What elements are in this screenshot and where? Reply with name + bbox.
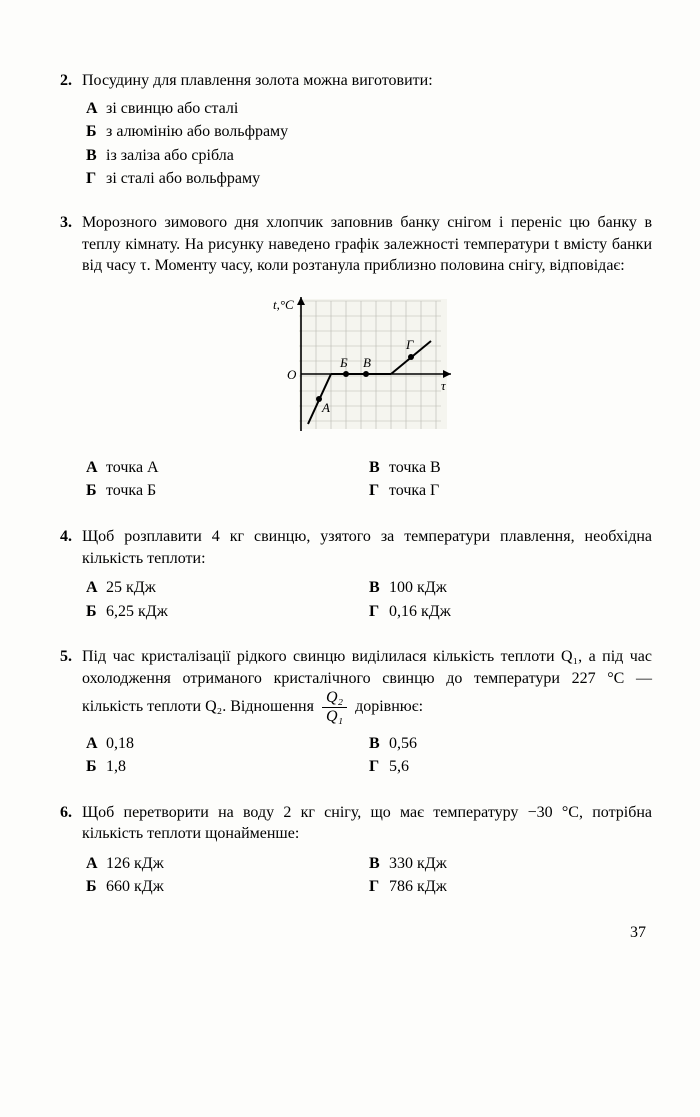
- option-letter: Г: [369, 876, 389, 898]
- option-letter: Г: [369, 480, 389, 502]
- fraction: Q₂Q₁: [322, 690, 347, 725]
- page-number: 37: [60, 922, 652, 944]
- svg-text:Г: Г: [405, 337, 414, 352]
- svg-text:O: O: [287, 367, 297, 382]
- option-letter: В: [86, 145, 106, 167]
- option-letter: Б: [86, 121, 106, 143]
- option-letter: А: [86, 733, 106, 755]
- option-letter: Б: [86, 601, 106, 623]
- option-letter: Г: [86, 168, 106, 190]
- option-text: 660 кДж: [106, 876, 164, 898]
- option-a: А126 кДж: [86, 853, 369, 875]
- option-text: 330 кДж: [389, 853, 447, 875]
- option-b: Б660 кДж: [86, 876, 369, 898]
- option-letter: А: [86, 98, 106, 120]
- option-a: А25 кДж: [86, 577, 369, 599]
- svg-text:А: А: [321, 400, 330, 415]
- question-text: Щоб перетворити на воду 2 кг снігу, що м…: [82, 802, 652, 845]
- option-text: 100 кДж: [389, 577, 447, 599]
- options: А0,18 Б1,8 В0,56 Г5,6: [86, 731, 652, 780]
- option-text: 25 кДж: [106, 577, 156, 599]
- option-b: Бз алюмінію або вольфраму: [86, 121, 652, 143]
- options: Азі свинцю або сталі Бз алюмінію або вол…: [86, 98, 652, 190]
- option-text: із заліза або срібла: [106, 145, 234, 167]
- options: А25 кДж Б6,25 кДж В100 кДж Г0,16 кДж: [86, 575, 652, 624]
- question-text: Посудину для плавлення золота можна виго…: [82, 70, 652, 92]
- option-letter: Б: [86, 876, 106, 898]
- option-letter: А: [86, 853, 106, 875]
- question-stem: 2. Посудину для плавлення золота можна в…: [60, 70, 652, 92]
- question-stem: 3. Морозного зимового дня хлопчик заповн…: [60, 212, 652, 277]
- option-g: Г0,16 кДж: [369, 601, 652, 623]
- option-text: точка А: [106, 457, 159, 479]
- options: А126 кДж Б660 кДж В330 кДж Г786 кДж: [86, 851, 652, 900]
- option-text: 0,18: [106, 733, 134, 755]
- svg-text:В: В: [363, 355, 371, 370]
- question-number: 4.: [60, 526, 82, 569]
- question-text: Під час кристалізації рідкого свинцю вид…: [82, 646, 652, 724]
- question-3: 3. Морозного зимового дня хлопчик заповн…: [60, 212, 652, 504]
- option-letter: А: [86, 577, 106, 599]
- option-text: 6,25 кДж: [106, 601, 168, 623]
- question-stem: 4. Щоб розплавити 4 кг свинцю, узятого з…: [60, 526, 652, 569]
- option-v: В100 кДж: [369, 577, 652, 599]
- option-text: 126 кДж: [106, 853, 164, 875]
- option-text: 0,16 кДж: [389, 601, 451, 623]
- option-g: Гзі сталі або вольфраму: [86, 168, 652, 190]
- option-a: Азі свинцю або сталі: [86, 98, 652, 120]
- question-text: Морозного зимового дня хлопчик заповнив …: [82, 212, 652, 277]
- option-v: Віз заліза або срібла: [86, 145, 652, 167]
- option-a: А0,18: [86, 733, 369, 755]
- question-number: 6.: [60, 802, 82, 845]
- chart-figure: АБВГt,°CτO: [60, 289, 652, 439]
- option-text: 0,56: [389, 733, 417, 755]
- option-text: точка В: [389, 457, 441, 479]
- option-b: Б1,8: [86, 756, 369, 778]
- option-letter: Б: [86, 480, 106, 502]
- question-stem: 6. Щоб перетворити на воду 2 кг снігу, щ…: [60, 802, 652, 845]
- option-letter: Г: [369, 601, 389, 623]
- option-v: В0,56: [369, 733, 652, 755]
- options: Аточка А Бточка Б Вточка В Гточка Г: [86, 455, 652, 504]
- option-text: 786 кДж: [389, 876, 447, 898]
- option-letter: В: [369, 457, 389, 479]
- option-letter: Б: [86, 756, 106, 778]
- option-text: 1,8: [106, 756, 126, 778]
- option-v: Вточка В: [369, 457, 652, 479]
- option-text: точка Г: [389, 480, 439, 502]
- question-number: 3.: [60, 212, 82, 277]
- question-stem: 5. Під час кристалізації рідкого свинцю …: [60, 646, 652, 724]
- option-g: Г786 кДж: [369, 876, 652, 898]
- option-g: Г5,6: [369, 756, 652, 778]
- svg-text:t,°C: t,°C: [273, 297, 294, 312]
- option-v: В330 кДж: [369, 853, 652, 875]
- option-a: Аточка А: [86, 457, 369, 479]
- temperature-chart: АБВГt,°CτO: [256, 289, 456, 439]
- option-letter: В: [369, 733, 389, 755]
- question-4: 4. Щоб розплавити 4 кг свинцю, узятого з…: [60, 526, 652, 624]
- option-letter: А: [86, 457, 106, 479]
- option-text: 5,6: [389, 756, 409, 778]
- option-text: точка Б: [106, 480, 156, 502]
- question-5: 5. Під час кристалізації рідкого свинцю …: [60, 646, 652, 779]
- option-text: з алюмінію або вольфраму: [106, 121, 288, 143]
- option-text: зі свинцю або сталі: [106, 98, 238, 120]
- option-text: зі сталі або вольфраму: [106, 168, 260, 190]
- option-letter: В: [369, 577, 389, 599]
- option-b: Бточка Б: [86, 480, 369, 502]
- question-2: 2. Посудину для плавлення золота можна в…: [60, 70, 652, 190]
- option-letter: В: [369, 853, 389, 875]
- question-text: Щоб розплавити 4 кг свинцю, узятого за т…: [82, 526, 652, 569]
- question-number: 2.: [60, 70, 82, 92]
- option-b: Б6,25 кДж: [86, 601, 369, 623]
- question-number: 5.: [60, 646, 82, 724]
- option-g: Гточка Г: [369, 480, 652, 502]
- svg-text:Б: Б: [339, 355, 348, 370]
- question-6: 6. Щоб перетворити на воду 2 кг снігу, щ…: [60, 802, 652, 900]
- option-letter: Г: [369, 756, 389, 778]
